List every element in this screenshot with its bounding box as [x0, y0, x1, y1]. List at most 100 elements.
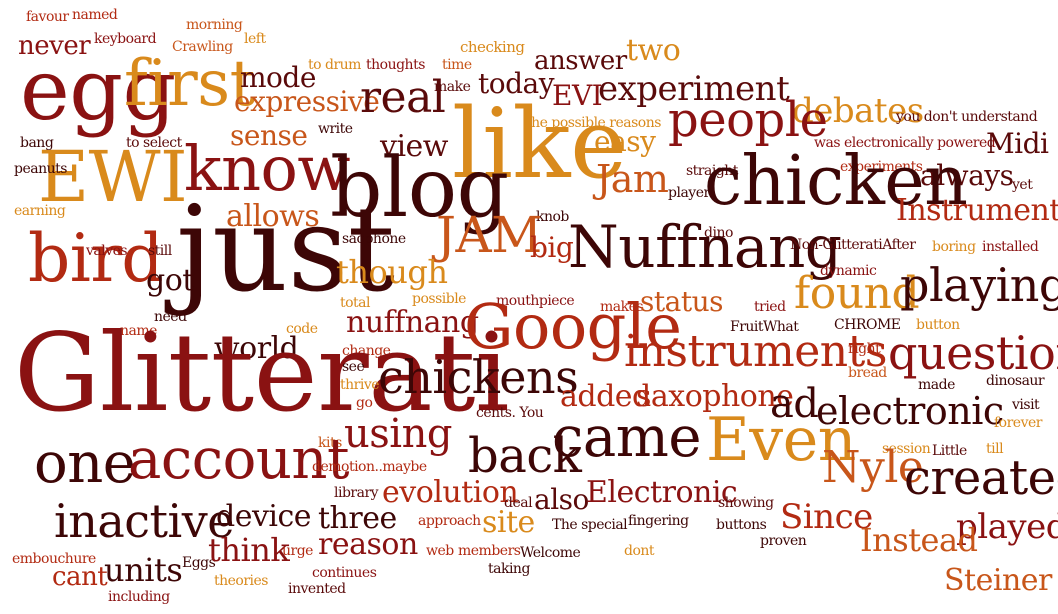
- cloud-word: cents. You: [476, 405, 544, 421]
- cloud-word: expressive: [234, 85, 380, 118]
- cloud-word: account: [128, 427, 349, 492]
- cloud-word: people: [668, 92, 828, 148]
- cloud-word: thrive: [340, 377, 380, 393]
- cloud-word: boring: [932, 239, 976, 255]
- cloud-word: back: [468, 428, 582, 484]
- cloud-word: go: [356, 395, 373, 411]
- cloud-word: nuffnang: [346, 305, 479, 340]
- cloud-word: cant: [52, 562, 108, 592]
- cloud-word: three: [318, 501, 397, 536]
- cloud-word: total: [340, 295, 371, 311]
- cloud-word: first: [124, 47, 255, 121]
- cloud-word: installed: [982, 239, 1039, 255]
- cloud-word: name: [120, 323, 157, 339]
- cloud-word: CHROME: [834, 317, 901, 333]
- cloud-word: time: [442, 57, 472, 73]
- cloud-word: debates: [792, 91, 924, 131]
- cloud-word: was electronically powered: [814, 135, 996, 151]
- cloud-word: named: [72, 7, 118, 23]
- cloud-word: change: [342, 343, 391, 359]
- cloud-word: EVI: [552, 79, 603, 112]
- cloud-word: to select: [126, 135, 182, 151]
- cloud-word: got: [146, 263, 194, 298]
- cloud-word: possible: [412, 291, 466, 307]
- cloud-word: one: [34, 431, 136, 496]
- cloud-word: question: [888, 326, 1058, 380]
- cloud-word: visit: [1012, 397, 1040, 413]
- cloud-word: members: [458, 543, 521, 559]
- cloud-word: real: [360, 72, 446, 123]
- cloud-word: approach: [418, 513, 481, 529]
- cloud-word: straight: [686, 163, 738, 179]
- cloud-word: Welcome: [520, 545, 581, 561]
- cloud-word: button: [916, 317, 960, 333]
- cloud-word: left: [244, 31, 266, 47]
- cloud-word: taking: [488, 561, 530, 577]
- cloud-word: knob: [536, 209, 569, 225]
- cloud-word: showing: [718, 495, 774, 511]
- cloud-word: egg: [20, 41, 176, 139]
- cloud-word: view: [380, 129, 448, 164]
- cloud-word: Nyle: [822, 442, 924, 493]
- cloud-word: Instrument: [896, 193, 1058, 228]
- cloud-word: bird: [28, 220, 164, 297]
- cloud-word: library: [334, 485, 379, 501]
- cloud-word: code: [286, 321, 318, 337]
- cloud-word: found: [794, 268, 920, 319]
- cloud-word: you don't understand: [896, 109, 1038, 125]
- cloud-word: forever: [994, 415, 1042, 431]
- cloud-word: fingering: [628, 513, 689, 529]
- cloud-word: earning: [14, 203, 66, 219]
- cloud-word: The special: [552, 517, 628, 533]
- cloud-word: like: [452, 88, 627, 200]
- cloud-word: Since: [780, 497, 873, 537]
- cloud-word: session: [882, 441, 931, 457]
- cloud-word: EWI: [38, 136, 188, 218]
- cloud-word: deal: [504, 495, 533, 511]
- cloud-word: played: [956, 507, 1058, 547]
- cloud-word: kits: [318, 435, 342, 451]
- cloud-word: ad: [770, 381, 819, 427]
- cloud-word: need: [154, 309, 187, 325]
- cloud-word: buttons: [716, 517, 767, 533]
- cloud-word: mode: [240, 61, 316, 94]
- cloud-word: Electronic: [586, 475, 738, 510]
- cloud-word: always: [920, 159, 1014, 192]
- cloud-word: Eggs: [182, 555, 216, 571]
- cloud-word: experiment: [598, 69, 790, 109]
- cloud-word: world: [214, 331, 299, 366]
- cloud-word: favour: [26, 9, 69, 25]
- cloud-word: mouthpiece: [496, 293, 575, 309]
- cloud-word: to drum: [308, 57, 361, 73]
- cloud-word: still: [148, 243, 172, 259]
- cloud-word: player: [668, 185, 710, 201]
- cloud-word: morning: [186, 17, 243, 33]
- cloud-word: Instead: [860, 521, 978, 559]
- cloud-word: Glitterati: [14, 311, 510, 436]
- cloud-word: status: [640, 285, 723, 318]
- cloud-word: though: [336, 253, 448, 291]
- cloud-word: right: [848, 341, 881, 357]
- cloud-word: tried: [754, 299, 786, 315]
- cloud-word: till: [986, 441, 1004, 457]
- cloud-word: FruitWhat: [730, 319, 799, 335]
- cloud-word: site: [482, 505, 535, 540]
- cloud-word: Nuffnang: [568, 213, 842, 281]
- cloud-word: make: [434, 79, 471, 95]
- cloud-word: bread: [848, 365, 887, 381]
- cloud-word: including: [108, 589, 170, 605]
- cloud-word: sense: [230, 119, 308, 152]
- cloud-word: units: [104, 551, 183, 589]
- cloud-word: saophone: [342, 231, 406, 247]
- cloud-word: makes: [600, 299, 644, 315]
- cloud-word: yet: [1012, 177, 1033, 193]
- cloud-word: Little: [932, 443, 967, 459]
- cloud-word: blog: [330, 141, 509, 236]
- cloud-word: instruments: [624, 326, 887, 377]
- cloud-word: embouchure: [12, 551, 96, 567]
- cloud-word: added: [560, 379, 651, 414]
- cloud-word: answer: [534, 46, 627, 76]
- cloud-word: peanuts: [14, 161, 67, 177]
- cloud-word: dinosaur: [986, 373, 1045, 389]
